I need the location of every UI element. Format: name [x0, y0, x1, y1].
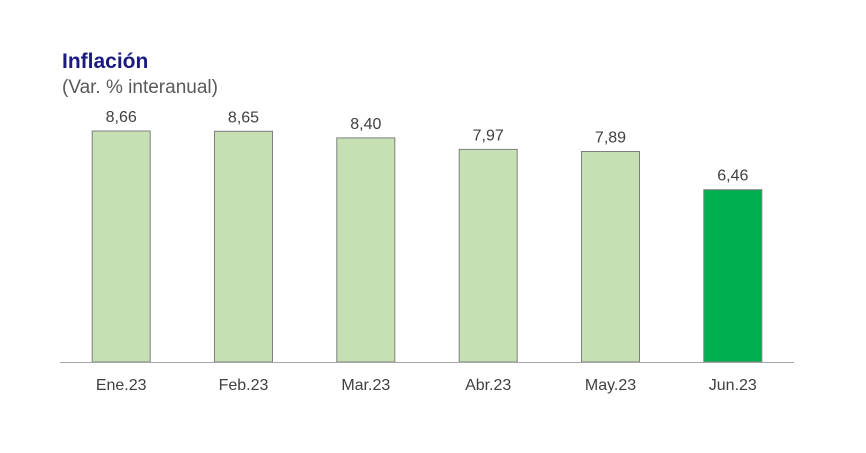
x-tick-label-may-23: May.23 — [585, 377, 636, 394]
data-label-ene-23: 8,66 — [106, 109, 137, 126]
bar-feb-23 — [214, 130, 273, 363]
bar-may-23 — [581, 151, 640, 363]
x-tick-label-jun-23: Jun.23 — [709, 377, 757, 394]
data-labels-layer: 8,66 8,65 8,40 7,97 7,89 6,46 — [106, 109, 749, 185]
bar-mar-23 — [336, 137, 396, 363]
x-tick-label-feb-23: Feb.23 — [219, 377, 269, 394]
chart-subtitle: (Var. % interanual) — [62, 77, 218, 98]
chart-title: Inflación — [62, 50, 149, 73]
data-label-jun-23: 6,46 — [717, 168, 748, 185]
x-tick-label-ene-23: Ene.23 — [96, 377, 147, 394]
data-label-mar-23: 8,40 — [350, 116, 381, 133]
data-label-abr-23: 7,97 — [473, 127, 504, 144]
data-label-feb-23: 8,65 — [228, 109, 259, 126]
bar-abr-23 — [458, 148, 518, 363]
x-tick-labels-layer: Ene.23 Feb.23 Mar.23 Abr.23 May.23 Jun.23 — [96, 377, 757, 394]
x-tick-label-abr-23: Abr.23 — [465, 377, 511, 394]
x-tick-label-mar-23: Mar.23 — [341, 377, 390, 394]
bars-layer — [91, 130, 763, 363]
data-label-may-23: 7,89 — [595, 130, 626, 147]
bar-ene-23 — [91, 130, 151, 363]
bar-jun-23 — [703, 189, 763, 363]
